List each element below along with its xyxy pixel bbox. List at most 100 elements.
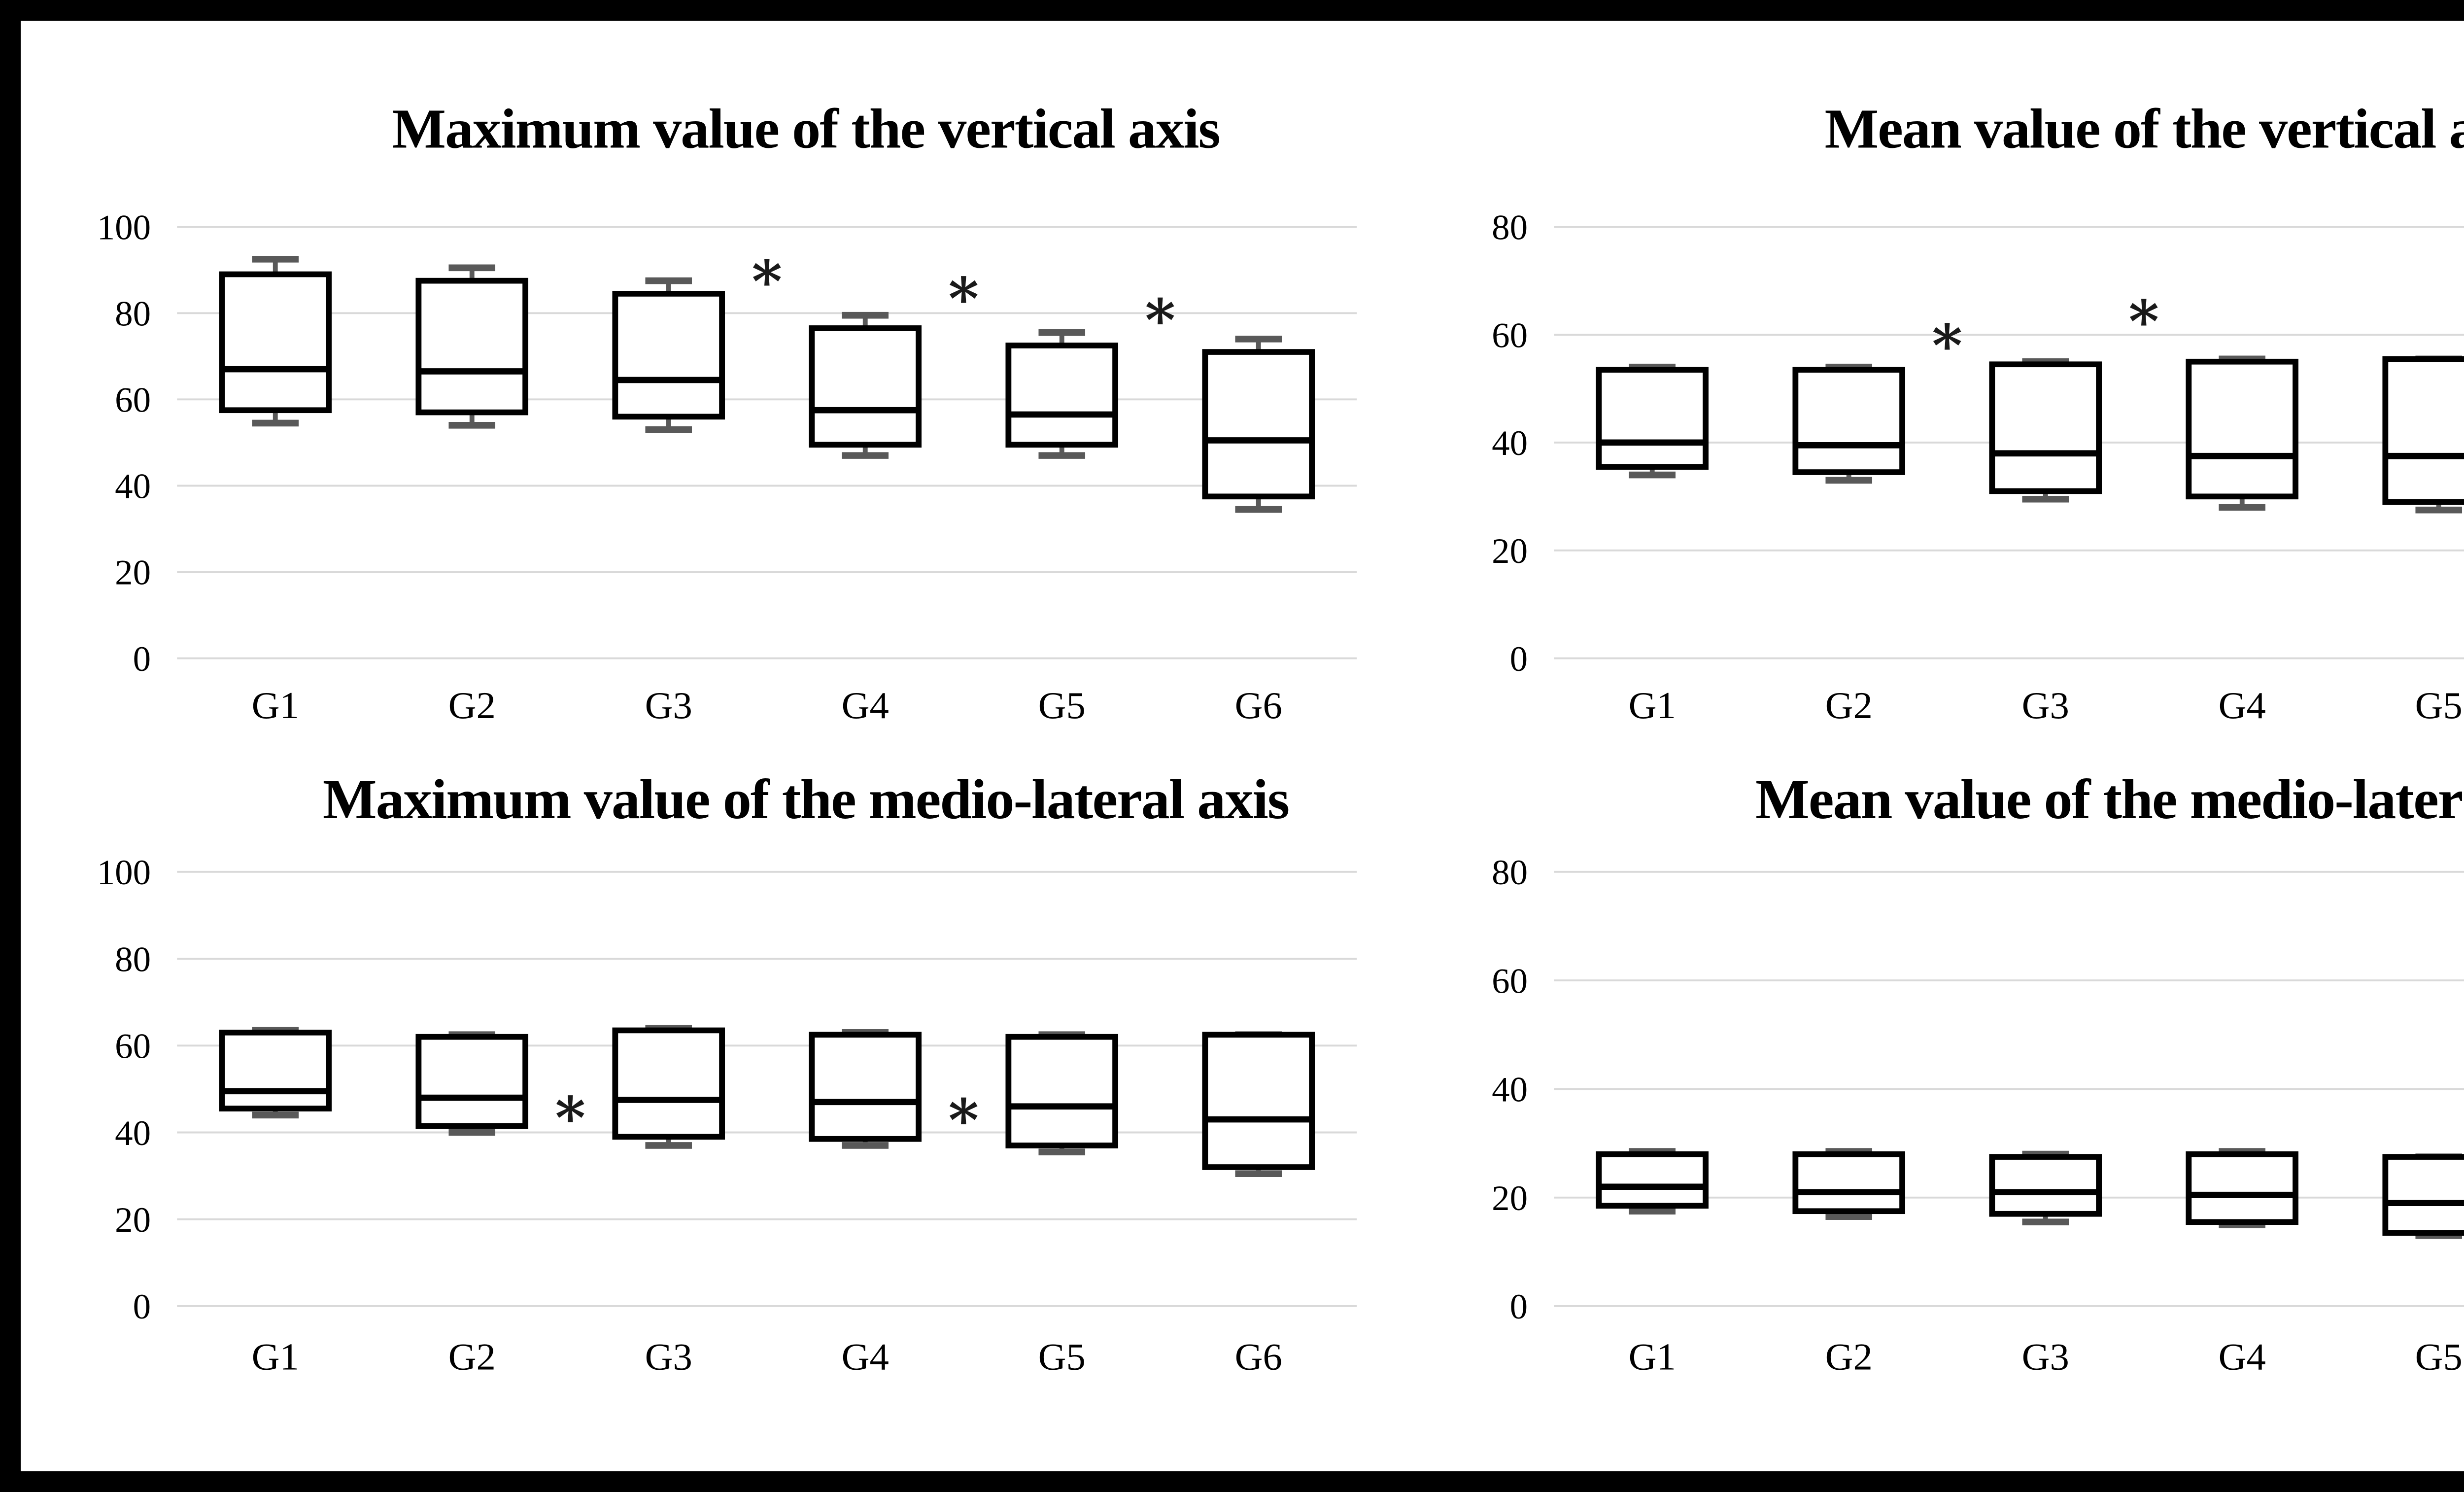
chart-grid: 0 20 40 60 80 100 Maximum value of the vertica… [21, 21, 2464, 1471]
y-tick-label-0: 0 [133, 1286, 151, 1326]
box-max-medio-lateral-G1 [219, 1027, 332, 1118]
x-category-label-G4: G4 [2219, 1335, 2266, 1377]
iqr-box [1202, 1031, 1315, 1170]
x-category-label-G5: G5 [1038, 1335, 1086, 1377]
cell-max-vertical: 0 20 40 60 80 100 Maximum value of the vertica… [21, 21, 1398, 746]
x-category-label-G3: G3 [2022, 1335, 2069, 1377]
iqr-box [1792, 1151, 1906, 1214]
box-mean-medio-lateral-G2 [1792, 1147, 1906, 1220]
y-tick-label-0: 0 [1510, 1286, 1528, 1326]
box-max-medio-lateral-G4 [809, 1029, 922, 1149]
iqr-box [1005, 343, 1119, 448]
y-tick-label-60: 60 [115, 1026, 151, 1065]
box-max-medio-lateral-G6 [1202, 1031, 1315, 1177]
iqr-box [219, 1029, 332, 1111]
y-tick-label-60: 60 [115, 380, 151, 419]
iqr-box [809, 1031, 922, 1142]
iqr-box [809, 325, 922, 448]
boxplot-chart-max-vertical: 0 20 40 60 80 100 Maximum value of the vertica… [97, 97, 1357, 727]
box-max-medio-lateral-G2 [415, 1031, 529, 1136]
y-tick-label-20: 20 [1492, 1178, 1528, 1217]
iqr-box [415, 278, 529, 416]
x-category-label-G3: G3 [645, 684, 692, 727]
x-category-label-G3: G3 [645, 1335, 692, 1377]
significance-asterisk-mean-vertical-1: * [2128, 288, 2159, 355]
box-max-medio-lateral-G3 [612, 1024, 725, 1149]
significance-asterisk-max-vertical-1: * [948, 265, 979, 333]
x-category-label-G4: G4 [842, 684, 889, 727]
x-category-label-G5: G5 [2415, 1335, 2463, 1377]
x-category-label-G4: G4 [842, 1335, 889, 1377]
iqr-box [415, 1034, 529, 1129]
iqr-box [2186, 1151, 2299, 1225]
box-max-vertical-G5 [1005, 329, 1119, 459]
iqr-box [2186, 358, 2299, 500]
significance-asterisk-mean-vertical-0: * [1932, 312, 1962, 380]
iqr-box [2382, 1153, 2464, 1236]
box-mean-medio-lateral-G1 [1596, 1147, 1709, 1214]
boxplot-chart-mean-medio-lateral: 0 20 40 60 80 Mean value of the medio-lateral… [1492, 767, 2464, 1378]
y-tick-label-100: 100 [97, 852, 151, 892]
y-tick-label-100: 100 [97, 208, 151, 247]
iqr-box [1005, 1034, 1119, 1148]
cell-mean-medio-lateral: 0 20 40 60 80 Mean value of the medio-lateral… [1398, 746, 2464, 1472]
iqr-box [1596, 1151, 1709, 1209]
y-tick-label-40: 40 [115, 1113, 151, 1152]
x-category-label-G5: G5 [1038, 684, 1086, 727]
y-tick-label-40: 40 [1492, 423, 1528, 463]
iqr-box [1596, 367, 1709, 470]
significance-asterisk-max-medio-lateral-0: * [555, 1084, 585, 1151]
chart-title: Mean value of the vertical axis [1825, 97, 2464, 160]
box-mean-medio-lateral-G3 [1989, 1150, 2102, 1225]
y-tick-label-20: 20 [1492, 531, 1528, 570]
x-category-label-G6: G6 [1235, 1335, 1282, 1377]
y-tick-label-60: 60 [1492, 315, 1528, 355]
x-category-label-G1: G1 [1629, 1335, 1676, 1377]
chart-title: Maximum value of the medio-lateral axis [323, 767, 1289, 830]
significance-asterisk-max-medio-lateral-1: * [948, 1086, 979, 1154]
box-mean-vertical-G4 [2186, 355, 2299, 511]
y-tick-label-40: 40 [1492, 1070, 1528, 1109]
boxplot-chart-mean-vertical: 0 20 40 60 80 Mean value of the vertical axis… [1492, 97, 2464, 727]
x-category-label-G4: G4 [2219, 684, 2266, 727]
y-tick-label-80: 80 [115, 939, 151, 978]
box-max-vertical-G4 [809, 312, 922, 459]
box-max-vertical-G3 [612, 277, 725, 433]
box-mean-medio-lateral-G5 [2382, 1153, 2464, 1239]
box-max-vertical-G2 [415, 264, 529, 429]
y-tick-label-60: 60 [1492, 961, 1528, 1000]
box-max-vertical-G6 [1202, 335, 1315, 513]
x-category-label-G2: G2 [1825, 1335, 1873, 1377]
y-tick-label-0: 0 [1510, 639, 1528, 678]
chart-title: Mean value of the medio-lateral axis [1755, 767, 2464, 830]
y-tick-label-20: 20 [115, 1200, 151, 1239]
x-category-label-G1: G1 [1629, 684, 1676, 727]
significance-asterisk-max-vertical-0: * [752, 248, 782, 315]
x-category-label-G6: G6 [1235, 684, 1282, 727]
box-mean-vertical-G3 [1989, 358, 2102, 503]
y-tick-label-80: 80 [1492, 852, 1528, 892]
box-mean-vertical-G1 [1596, 363, 1709, 479]
x-category-label-G2: G2 [448, 684, 496, 727]
y-tick-label-80: 80 [115, 294, 151, 333]
box-mean-vertical-G2 [1792, 363, 1906, 484]
cell-mean-vertical: 0 20 40 60 80 Mean value of the vertical axis… [1398, 21, 2464, 746]
iqr-box [612, 1027, 725, 1140]
x-category-label-G3: G3 [2022, 684, 2069, 727]
boxplot-chart-max-medio-lateral: 0 20 40 60 80 100 Maximum value of the medio-l… [97, 767, 1357, 1378]
y-tick-label-80: 80 [1492, 208, 1528, 247]
iqr-box [612, 291, 725, 420]
x-category-label-G2: G2 [448, 1335, 496, 1377]
box-max-vertical-G1 [219, 256, 332, 427]
iqr-box [1792, 367, 1906, 475]
x-category-label-G2: G2 [1825, 684, 1873, 727]
iqr-box [1202, 349, 1315, 500]
box-mean-vertical-G5 [2382, 355, 2464, 514]
y-tick-label-0: 0 [133, 639, 151, 678]
box-mean-medio-lateral-G4 [2186, 1147, 2299, 1228]
iqr-box [1989, 1153, 2102, 1217]
x-category-label-G1: G1 [252, 1335, 299, 1377]
cell-max-medio-lateral: 0 20 40 60 80 100 Maximum value of the medio-l… [21, 746, 1398, 1472]
iqr-box [2382, 356, 2464, 505]
box-max-medio-lateral-G5 [1005, 1031, 1119, 1155]
